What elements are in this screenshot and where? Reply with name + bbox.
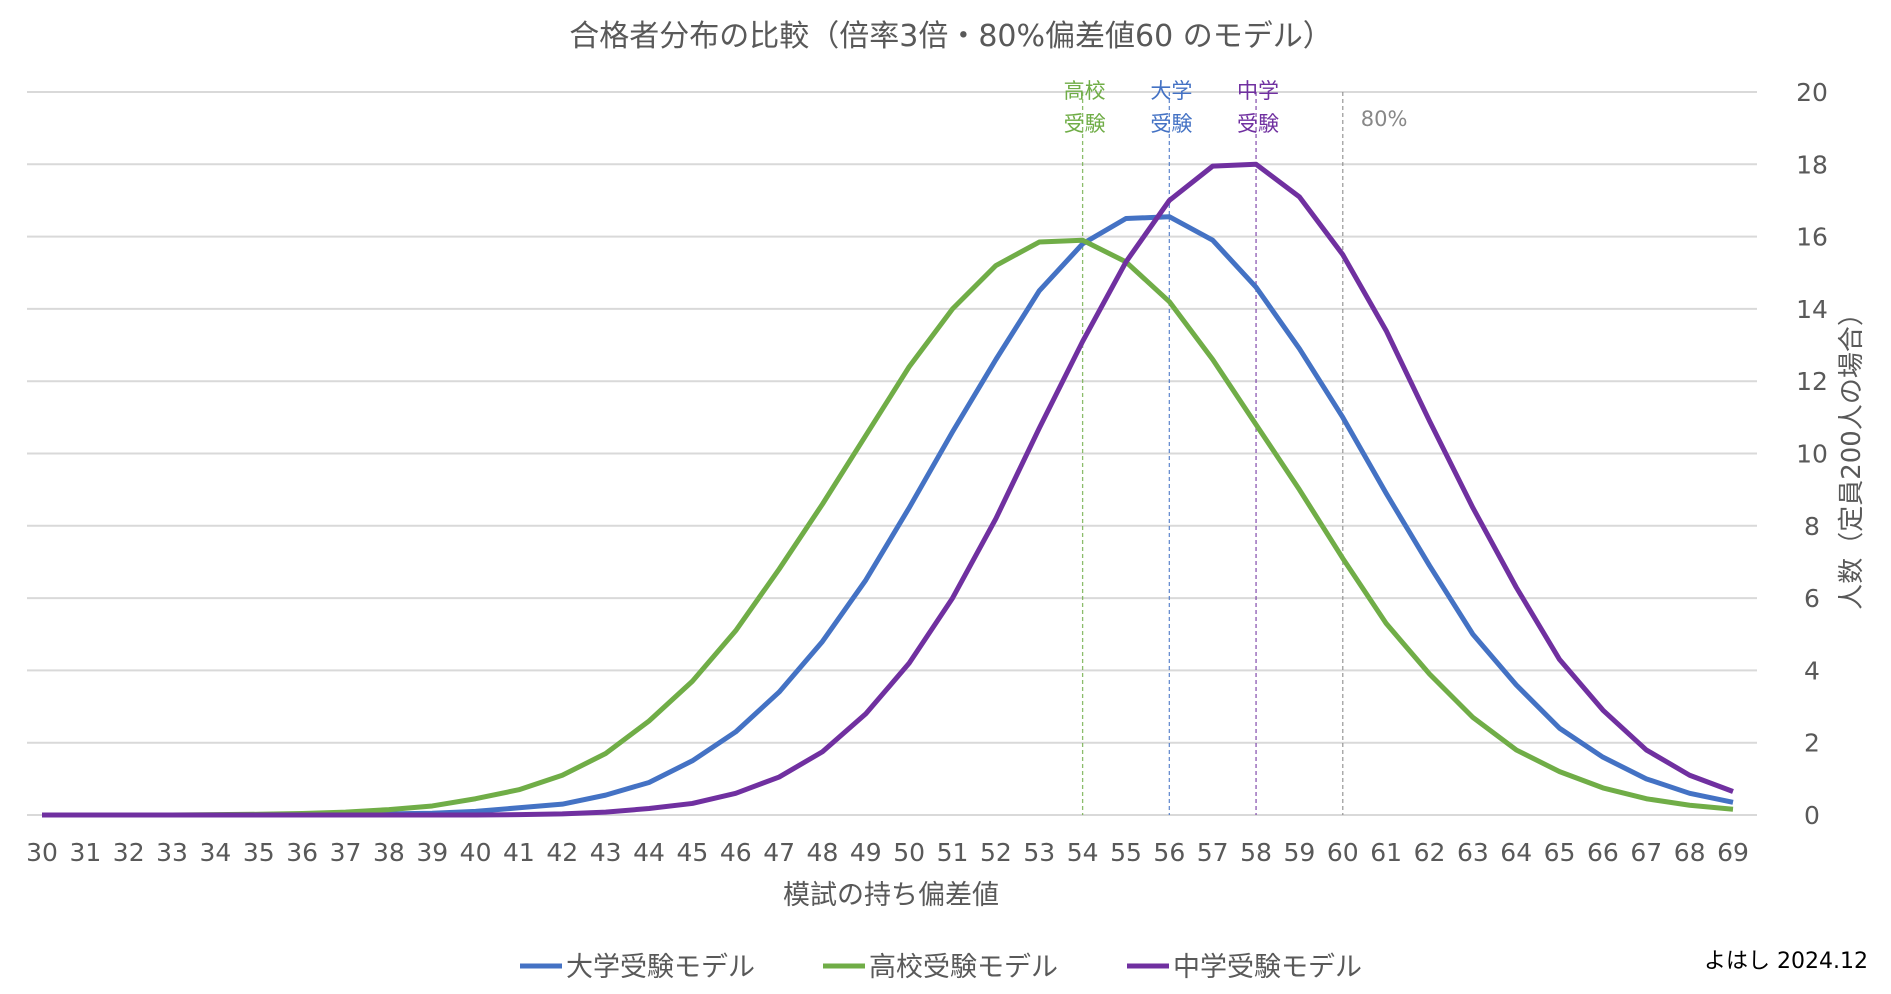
x-tick-label: 59: [1284, 838, 1316, 867]
x-tick-label: 47: [763, 838, 795, 867]
x-tick-label: 64: [1500, 838, 1532, 867]
x-tick-label: 39: [416, 838, 448, 867]
x-tick-label: 33: [156, 838, 188, 867]
x-tick-label: 46: [720, 838, 752, 867]
annotation-label: 大学: [1150, 79, 1192, 103]
y-tick-label: 20: [1796, 78, 1828, 107]
annotation-label: 受験: [1237, 112, 1279, 136]
y-tick-label: 14: [1796, 295, 1828, 324]
x-tick-label: 68: [1674, 838, 1706, 867]
y-tick-label: 6: [1804, 584, 1820, 613]
x-tick-label: 66: [1587, 838, 1619, 867]
x-tick-label: 56: [1153, 838, 1185, 867]
x-tick-label: 38: [373, 838, 405, 867]
x-tick-label: 63: [1457, 838, 1489, 867]
x-tick-label: 51: [937, 838, 969, 867]
signature: よはし 2024.12: [1704, 949, 1868, 974]
x-tick-label: 45: [676, 838, 708, 867]
x-tick-label: 58: [1240, 838, 1272, 867]
x-tick-label: 30: [26, 838, 58, 867]
x-tick-label: 43: [590, 838, 622, 867]
legend: 大学受験モデル 高校受験モデル 中学受験モデル: [520, 952, 1362, 983]
y-tick-label: 18: [1796, 150, 1828, 179]
legend-label: 高校受験モデル: [869, 952, 1058, 983]
x-tick-label: 55: [1110, 838, 1142, 867]
y-axis-label: 人数（定員200人の場合）: [1837, 300, 1867, 610]
x-tick-label: 53: [1023, 838, 1055, 867]
chart-title: 合格者分布の比較（倍率3倍・80%偏差値60 のモデル）: [569, 19, 1332, 54]
annotation-label: 高校: [1064, 79, 1106, 103]
annotation-label: 中学: [1237, 79, 1279, 103]
x-tick-label: 35: [243, 838, 275, 867]
x-tick-label: 40: [460, 838, 492, 867]
x-tick-label: 62: [1414, 838, 1446, 867]
x-tick-label: 31: [69, 838, 101, 867]
legend-label: 中学受験モデル: [1173, 952, 1362, 983]
x-tick-label: 42: [546, 838, 578, 867]
x-tick-label: 61: [1370, 838, 1402, 867]
y-tick-label: 0: [1804, 801, 1820, 830]
x-tick-label: 69: [1717, 838, 1749, 867]
x-tick-label: 32: [113, 838, 145, 867]
x-tick-label: 49: [850, 838, 882, 867]
y-tick-label: 10: [1796, 440, 1828, 469]
x-axis-label: 模試の持ち偏差値: [783, 880, 999, 911]
x-tick-label: 60: [1327, 838, 1359, 867]
x-tick-label: 37: [330, 838, 362, 867]
x-tick-label: 44: [633, 838, 665, 867]
y-tick-label: 4: [1804, 656, 1820, 685]
y-tick-label: 16: [1796, 223, 1828, 252]
x-tick-label: 34: [200, 838, 232, 867]
x-tick-label: 67: [1630, 838, 1662, 867]
x-tick-label: 65: [1544, 838, 1576, 867]
x-tick-label: 48: [807, 838, 839, 867]
annotation-label: 受験: [1064, 112, 1106, 136]
series-line: [42, 237, 1734, 818]
y-tick-label: 12: [1796, 367, 1828, 396]
x-tick-label: 57: [1197, 838, 1229, 867]
x-tick-label: 50: [893, 838, 925, 867]
legend-label: 大学受験モデル: [566, 952, 755, 983]
x-tick-label: 36: [286, 838, 318, 867]
x-tick-label: 41: [503, 838, 535, 867]
x-tick-label: 52: [980, 838, 1012, 867]
series-line: [42, 161, 1734, 818]
annotation-label: 80%: [1361, 107, 1408, 131]
x-tick-label: 54: [1067, 838, 1099, 867]
y-tick-label: 8: [1804, 512, 1820, 541]
annotation-label: 受験: [1150, 112, 1192, 136]
y-tick-label: 2: [1804, 729, 1820, 758]
